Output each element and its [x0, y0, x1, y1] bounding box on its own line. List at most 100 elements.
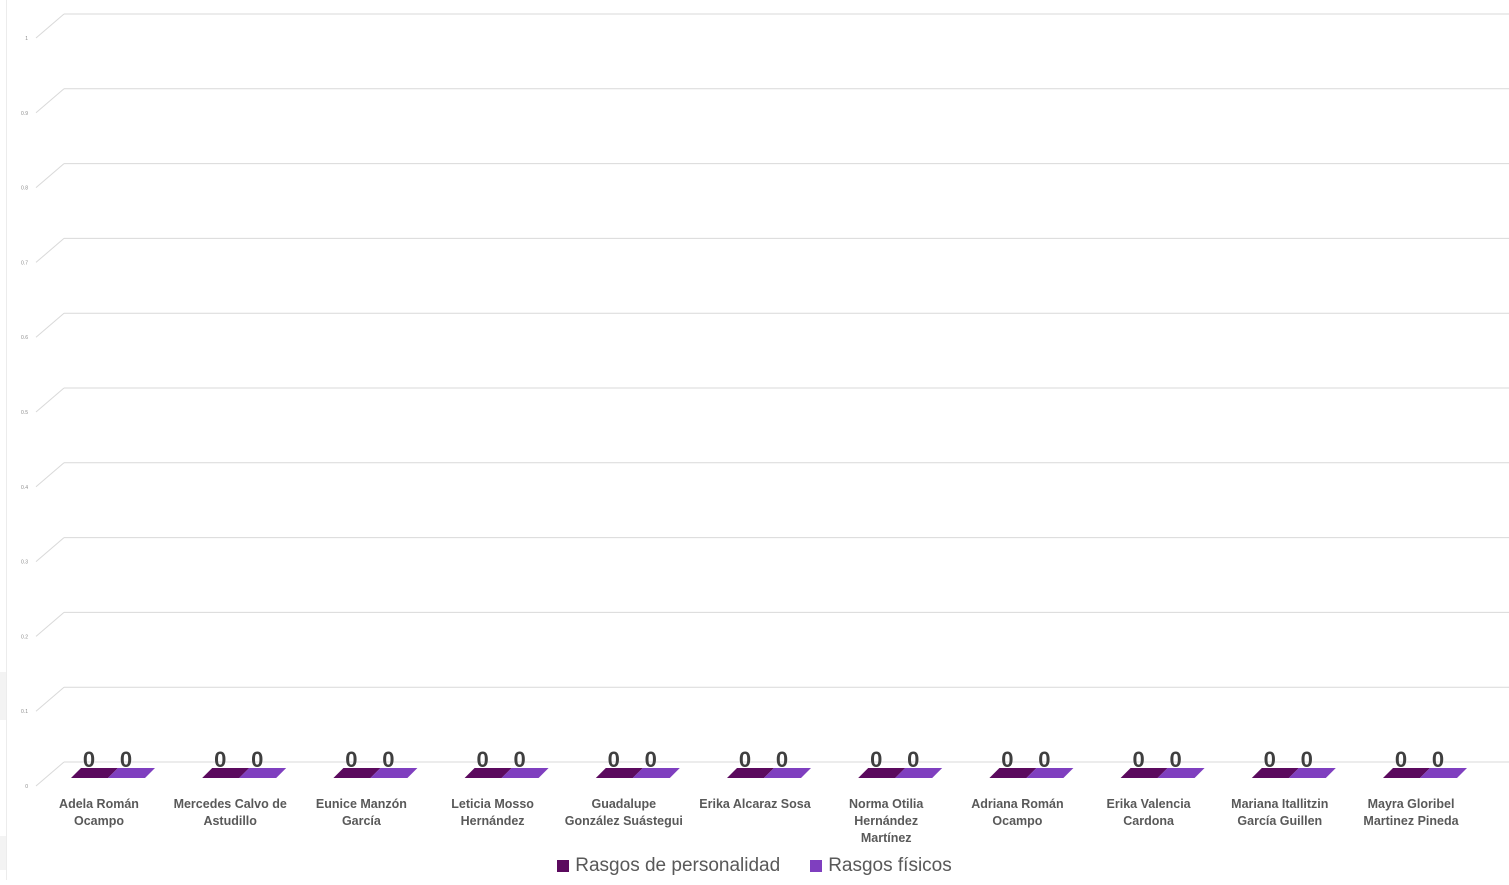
- data-label: 0: [1432, 747, 1444, 772]
- data-label: 0: [513, 747, 525, 772]
- data-label: 0: [345, 747, 357, 772]
- data-label: 0: [1169, 747, 1181, 772]
- legend-item: Rasgos de personalidad: [557, 855, 780, 877]
- data-label: 0: [476, 747, 488, 772]
- y-tick-label: 0.4: [21, 485, 28, 491]
- data-label: 0: [645, 747, 657, 772]
- y-tick-label: 0.3: [21, 560, 28, 566]
- bar-top-fisicos: [239, 768, 287, 778]
- data-label: 0: [608, 747, 620, 772]
- bar-top-personalidad: [202, 768, 250, 778]
- x-tick-label: Ocampo: [74, 814, 124, 828]
- gridline-wall-diagonal: [35, 686, 65, 712]
- x-tick-label: Erika Valencia: [1107, 797, 1192, 811]
- bar-top-personalidad: [464, 768, 512, 778]
- data-label: 0: [382, 747, 394, 772]
- bar-top-fisicos: [501, 768, 549, 778]
- x-tick-label: García Guillen: [1237, 814, 1322, 828]
- bar-top-personalidad: [989, 768, 1037, 778]
- bar-top-fisicos: [370, 768, 418, 778]
- bar-top-fisicos: [1026, 768, 1074, 778]
- y-tick-label: 0.5: [21, 410, 28, 416]
- gridline-wall-diagonal: [35, 462, 65, 488]
- bar-top-personalidad: [71, 768, 118, 778]
- x-tick-label: Mariana Itallitzin: [1231, 797, 1328, 811]
- bar-top-personalidad: [595, 768, 643, 778]
- y-tick-label: 0.7: [21, 260, 28, 266]
- legend: Rasgos de personalidad Rasgos físicos: [0, 853, 1509, 879]
- x-tick-label: Hernández: [461, 814, 525, 828]
- bar-top-fisicos: [1420, 768, 1467, 778]
- x-tick-label: Eunice Manzón: [316, 797, 407, 811]
- gridline-wall-diagonal: [35, 238, 65, 263]
- x-tick-label: Martínez: [861, 831, 912, 845]
- y-tick-label: 0.8: [21, 186, 28, 192]
- x-tick-label: Ocampo: [992, 814, 1042, 828]
- bar-top-personalidad: [333, 768, 381, 778]
- x-tick-label: Norma Otilia: [849, 797, 924, 811]
- gridline-wall-diagonal: [35, 761, 65, 787]
- data-label: 0: [1038, 747, 1050, 772]
- data-label: 0: [1001, 747, 1013, 772]
- x-tick-label: Mercedes Calvo de: [174, 797, 287, 811]
- y-tick-label: 0.1: [21, 709, 28, 715]
- data-label: 0: [776, 747, 788, 772]
- data-label: 0: [907, 747, 919, 772]
- x-tick-label: Cardona: [1123, 814, 1175, 828]
- legend-label: Rasgos físicos: [828, 855, 952, 876]
- x-tick-label: Adela Román: [59, 797, 139, 811]
- data-label: 0: [870, 747, 882, 772]
- bar-top-personalidad: [858, 768, 906, 778]
- data-label: 0: [1395, 747, 1407, 772]
- bar-top-fisicos: [108, 768, 155, 778]
- side-panel-stub: [0, 672, 6, 720]
- y-tick-label: 0: [25, 784, 28, 790]
- bar-top-personalidad: [727, 768, 774, 778]
- bar-top-fisicos: [1288, 768, 1336, 778]
- legend-swatch: [557, 860, 570, 872]
- gridline-wall-diagonal: [35, 612, 65, 637]
- x-tick-label: Astudillo: [203, 814, 257, 828]
- x-tick-label: Hernández: [854, 814, 918, 828]
- x-tick-label: Adriana Román: [971, 797, 1063, 811]
- y-tick-label: 0.9: [21, 111, 28, 117]
- y-tick-label: 1: [25, 36, 28, 42]
- data-label: 0: [1264, 747, 1276, 772]
- x-tick-label: García: [342, 814, 382, 828]
- bar-top-fisicos: [895, 768, 943, 778]
- bar-top-fisicos: [1157, 768, 1205, 778]
- x-tick-label: Martinez Pineda: [1363, 814, 1459, 828]
- bar-top-fisicos: [764, 768, 811, 778]
- data-label: 0: [83, 747, 95, 772]
- y-tick-label: 0.6: [21, 335, 28, 341]
- gridline-wall-diagonal: [35, 88, 65, 114]
- legend-item: Rasgos físicos: [810, 855, 952, 877]
- data-label: 0: [1301, 747, 1313, 772]
- bar-top-personalidad: [1120, 768, 1168, 778]
- x-tick-label: Mayra Gloribel: [1368, 797, 1455, 811]
- data-label: 0: [120, 747, 132, 772]
- gridline-wall-diagonal: [35, 312, 65, 338]
- gridline-wall-diagonal: [35, 387, 65, 413]
- legend-label: Rasgos de personalidad: [575, 855, 781, 876]
- data-label: 0: [214, 747, 226, 772]
- bar-top-personalidad: [1383, 768, 1430, 778]
- legend-swatch: [810, 860, 823, 872]
- gridline-wall-diagonal: [35, 163, 65, 188]
- bar-top-fisicos: [632, 768, 680, 778]
- side-panel-stub: [0, 836, 6, 870]
- bar-top-personalidad: [1251, 768, 1299, 778]
- x-tick-label: González Suástegui: [565, 814, 683, 828]
- gridline-wall-diagonal: [35, 13, 65, 39]
- x-tick-label: Erika Alcaraz Sosa: [699, 797, 811, 811]
- x-tick-label: Guadalupe: [592, 797, 657, 811]
- data-label: 0: [739, 747, 751, 772]
- y-tick-label: 0.2: [21, 634, 28, 640]
- x-tick-label: Leticia Mosso: [451, 797, 534, 811]
- data-label: 0: [1132, 747, 1144, 772]
- gridline-wall-diagonal: [35, 537, 65, 562]
- data-label: 0: [251, 747, 263, 772]
- chart-left-border: [6, 0, 7, 880]
